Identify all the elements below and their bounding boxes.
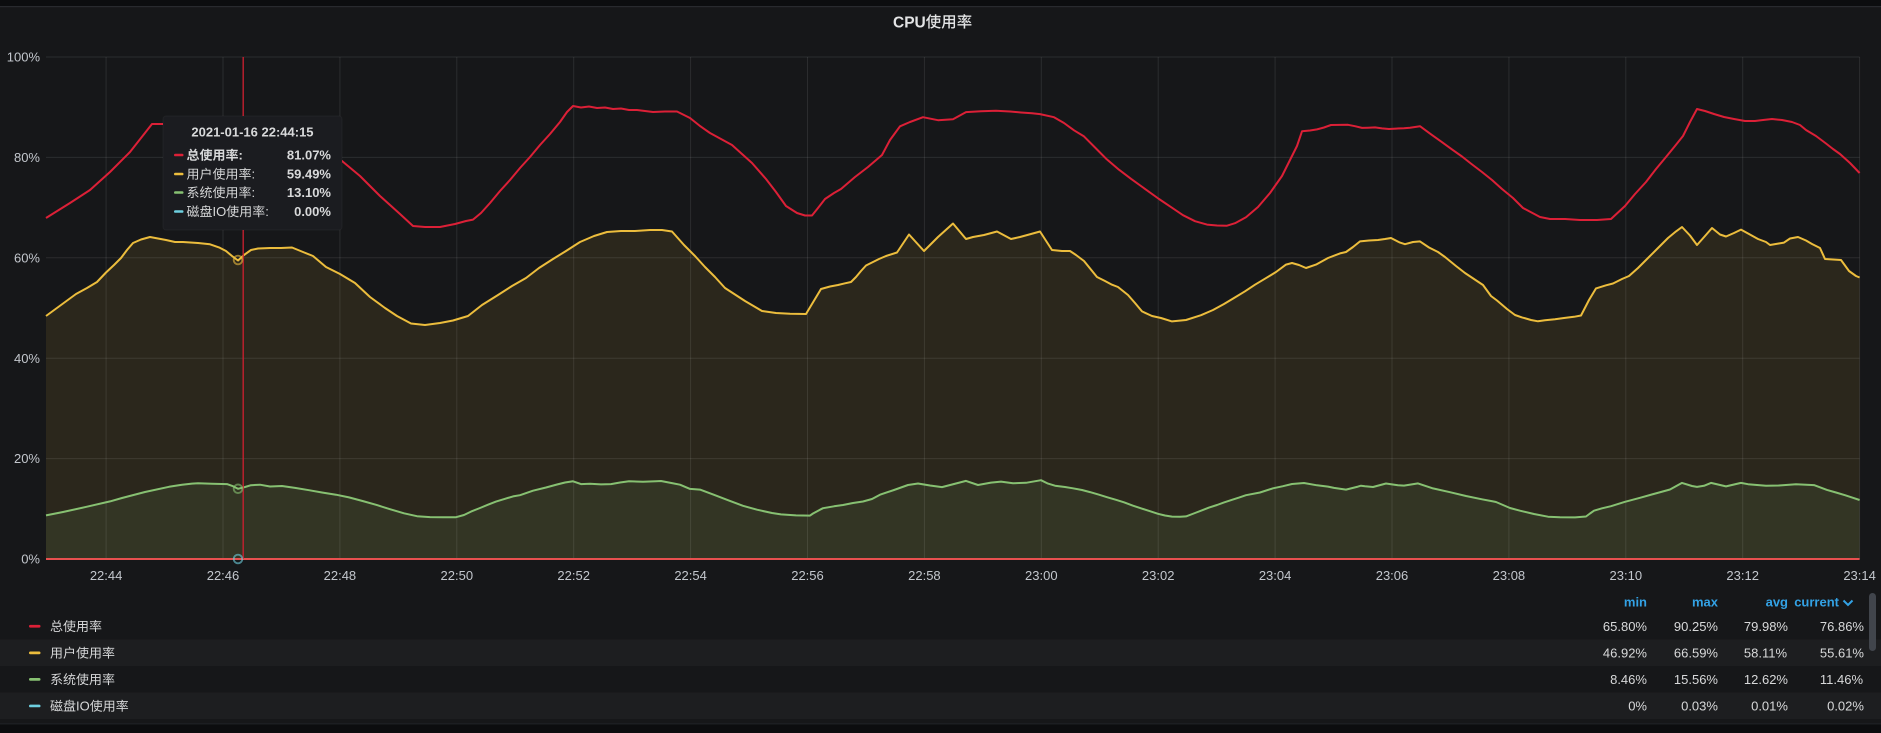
- svg-text:55.61%: 55.61%: [1820, 646, 1865, 661]
- svg-text:15.56%: 15.56%: [1674, 672, 1719, 687]
- svg-text:23:04: 23:04: [1259, 568, 1292, 583]
- svg-text::: :: [252, 167, 256, 182]
- svg-text::: :: [239, 148, 243, 163]
- svg-text:8.46%: 8.46%: [1610, 672, 1647, 687]
- svg-text:2021-01-16 22:44:15: 2021-01-16 22:44:15: [191, 125, 313, 140]
- svg-text:IO: IO: [213, 204, 227, 219]
- svg-text:66.59%: 66.59%: [1674, 646, 1719, 661]
- svg-text:13.10%: 13.10%: [287, 185, 332, 200]
- svg-text:22:48: 22:48: [324, 568, 357, 583]
- svg-text:23:00: 23:00: [1025, 568, 1058, 583]
- svg-text:58.11%: 58.11%: [1744, 646, 1788, 661]
- svg-text:0.01%: 0.01%: [1751, 699, 1788, 714]
- svg-text:23:08: 23:08: [1493, 568, 1526, 583]
- svg-text:100%: 100%: [7, 50, 41, 65]
- svg-text:60%: 60%: [14, 250, 40, 265]
- svg-text:23:12: 23:12: [1726, 568, 1759, 583]
- svg-text:11.46%: 11.46%: [1820, 672, 1864, 687]
- svg-text:90.25%: 90.25%: [1674, 619, 1719, 634]
- svg-text:22:46: 22:46: [207, 568, 240, 583]
- svg-text:0%: 0%: [1628, 699, 1647, 714]
- svg-text:80%: 80%: [14, 150, 40, 165]
- svg-text:current: current: [1794, 595, 1839, 610]
- svg-text:65.80%: 65.80%: [1603, 619, 1648, 634]
- svg-text:76.86%: 76.86%: [1820, 619, 1865, 634]
- svg-text:0.02%: 0.02%: [1827, 699, 1864, 714]
- svg-text:22:52: 22:52: [557, 568, 590, 583]
- svg-text:40%: 40%: [14, 351, 40, 366]
- svg-text:0.03%: 0.03%: [1681, 699, 1718, 714]
- svg-text:CPU: CPU: [893, 14, 926, 31]
- svg-text:23:06: 23:06: [1376, 568, 1409, 583]
- svg-text:79.98%: 79.98%: [1744, 619, 1789, 634]
- svg-text:22:50: 22:50: [441, 568, 474, 583]
- svg-text:23:02: 23:02: [1142, 568, 1175, 583]
- svg-text:23:10: 23:10: [1610, 568, 1643, 583]
- svg-text:20%: 20%: [14, 451, 40, 466]
- svg-text:23:14: 23:14: [1843, 568, 1876, 583]
- svg-text:min: min: [1624, 595, 1647, 610]
- svg-text:0%: 0%: [21, 552, 40, 567]
- svg-text:22:54: 22:54: [674, 568, 707, 583]
- svg-text:12.62%: 12.62%: [1744, 672, 1789, 687]
- svg-text:22:58: 22:58: [908, 568, 941, 583]
- svg-text:22:44: 22:44: [90, 568, 123, 583]
- svg-text::: :: [252, 185, 256, 200]
- svg-text:46.92%: 46.92%: [1603, 646, 1648, 661]
- svg-text:0.00%: 0.00%: [294, 204, 331, 219]
- svg-text:22:56: 22:56: [791, 568, 824, 583]
- svg-text:59.49%: 59.49%: [287, 167, 332, 182]
- svg-text::: :: [265, 204, 269, 219]
- svg-text:max: max: [1692, 595, 1719, 610]
- svg-text:IO: IO: [76, 699, 90, 714]
- svg-text:avg: avg: [1766, 595, 1788, 610]
- svg-text:81.07%: 81.07%: [287, 148, 332, 163]
